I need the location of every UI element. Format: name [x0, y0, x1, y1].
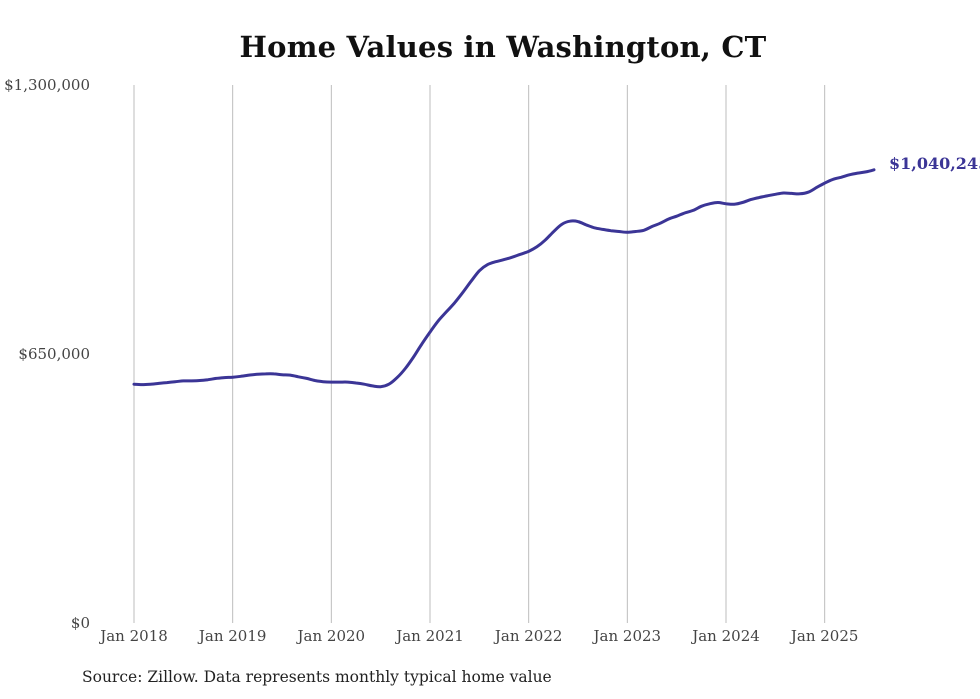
x-tick-label: Jan 2019	[197, 627, 267, 645]
y-tick-label: $1,300,000	[4, 76, 90, 94]
x-tick-label: Jan 2020	[296, 627, 366, 645]
y-tick-label: $0	[71, 614, 90, 632]
latest-value-label: $1,040,245	[889, 154, 980, 173]
x-tick-label: Jan 2022	[493, 627, 563, 645]
line-chart: $0$650,000$1,300,000 Jan 2018 Jan 2019 Jan…	[4, 76, 980, 645]
y-tick-label: $650,000	[18, 345, 90, 363]
home-value-line	[132, 168, 876, 389]
x-axis-tick-labels: Jan 2018 Jan 2019 Jan 2020 Jan 2021 Jan 2022…	[98, 627, 858, 645]
gridlines	[133, 85, 826, 623]
y-axis-tick-labels: $0 $650,000 $1,300,000	[4, 76, 90, 632]
x-tick-label: Jan 2018	[98, 627, 168, 645]
x-tick-label: Jan 2021	[394, 627, 464, 645]
chart-title: Home Values in Washington, CT	[239, 30, 767, 64]
x-tick-label: Jan 2023	[592, 627, 662, 645]
chart-source-note: Source: Zillow. Data represents monthly …	[82, 668, 552, 686]
x-tick-label: Jan 2024	[690, 627, 760, 645]
x-tick-label: Jan 2025	[789, 627, 859, 645]
